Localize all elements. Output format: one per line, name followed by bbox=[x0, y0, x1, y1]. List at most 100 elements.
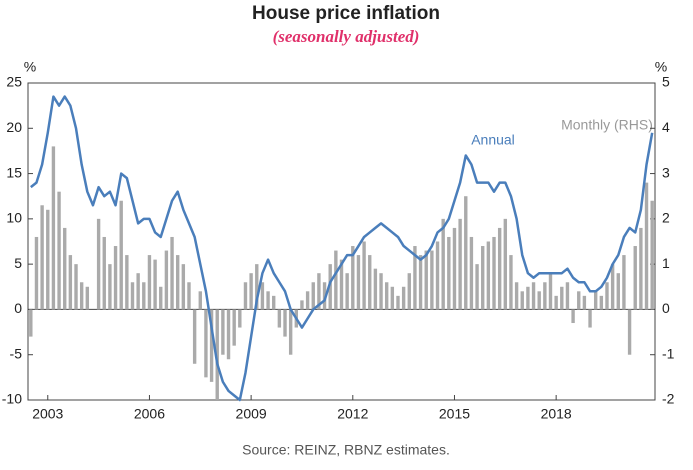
bar bbox=[288, 309, 293, 355]
bar bbox=[520, 291, 524, 310]
bar bbox=[260, 282, 265, 310]
bar bbox=[599, 295, 604, 310]
y2-tick-label: -2 bbox=[662, 391, 675, 407]
bar bbox=[441, 218, 445, 310]
bar bbox=[34, 236, 39, 310]
bar bbox=[79, 282, 84, 310]
bar bbox=[430, 250, 434, 310]
bar bbox=[464, 196, 468, 310]
bar bbox=[492, 236, 496, 310]
bar bbox=[452, 227, 457, 310]
bar bbox=[616, 273, 620, 310]
bar bbox=[300, 300, 304, 310]
bar bbox=[435, 241, 440, 310]
bar bbox=[29, 309, 33, 337]
bar bbox=[243, 282, 248, 310]
bar bbox=[311, 282, 315, 310]
bar bbox=[560, 286, 564, 310]
bar bbox=[226, 309, 231, 360]
bar bbox=[113, 246, 118, 310]
bar bbox=[543, 282, 547, 310]
bar bbox=[249, 273, 253, 310]
bar bbox=[317, 273, 321, 310]
bar bbox=[605, 282, 609, 310]
bar bbox=[266, 291, 270, 310]
bar bbox=[153, 259, 157, 310]
bar bbox=[531, 282, 536, 310]
y2-tick-label: -1 bbox=[662, 345, 675, 361]
bar bbox=[526, 286, 530, 310]
bar bbox=[272, 295, 276, 310]
bar bbox=[51, 146, 56, 310]
bar bbox=[204, 309, 208, 378]
bar bbox=[503, 218, 508, 310]
bar bbox=[458, 218, 462, 310]
y-tick-label: -10 bbox=[2, 391, 22, 407]
y2-tick-label: 5 bbox=[662, 74, 670, 90]
line bbox=[30, 95, 654, 402]
bar bbox=[108, 264, 112, 310]
bar bbox=[486, 241, 491, 310]
bar bbox=[136, 273, 140, 310]
y-tick-label: 25 bbox=[6, 74, 22, 90]
bar bbox=[384, 282, 389, 310]
bar bbox=[238, 309, 242, 328]
bar bbox=[255, 264, 259, 310]
bar bbox=[548, 273, 553, 310]
bar bbox=[514, 282, 519, 310]
y-tick-label: 5 bbox=[14, 255, 22, 271]
x-tick-label: 2012 bbox=[337, 406, 368, 422]
bar bbox=[102, 236, 106, 310]
bar bbox=[582, 295, 587, 310]
bar bbox=[627, 309, 632, 355]
plot-frame bbox=[27, 82, 656, 401]
bar bbox=[175, 255, 180, 310]
y-tick-label: 20 bbox=[6, 119, 22, 135]
bar bbox=[368, 255, 372, 310]
bar bbox=[639, 227, 643, 310]
bar bbox=[537, 291, 541, 310]
bar bbox=[650, 200, 654, 310]
bar bbox=[96, 218, 101, 310]
y-tick-label: 15 bbox=[6, 164, 22, 180]
y-tick-label: 0 bbox=[14, 300, 22, 316]
bar bbox=[373, 268, 378, 310]
bar bbox=[119, 200, 123, 310]
bar bbox=[424, 250, 428, 310]
bar bbox=[571, 309, 575, 324]
bar bbox=[622, 255, 626, 310]
bar bbox=[497, 227, 502, 310]
bar bbox=[130, 282, 135, 310]
bar bbox=[74, 264, 78, 310]
bar bbox=[63, 227, 67, 310]
bar bbox=[379, 273, 383, 310]
bar bbox=[401, 286, 406, 310]
bar bbox=[170, 236, 174, 310]
bar bbox=[209, 309, 214, 382]
bar bbox=[85, 286, 90, 310]
bar bbox=[198, 291, 202, 310]
bar bbox=[328, 264, 332, 310]
y2-tick-label: 3 bbox=[662, 164, 670, 180]
bar bbox=[187, 282, 191, 310]
bar bbox=[593, 291, 598, 310]
bar bbox=[475, 264, 479, 310]
bar bbox=[588, 309, 592, 328]
annotation: Monthly (RHS) bbox=[561, 117, 653, 133]
bar bbox=[57, 191, 61, 310]
bar bbox=[147, 255, 152, 310]
y2-unit: % bbox=[655, 59, 667, 75]
bar bbox=[334, 250, 338, 310]
bar bbox=[221, 309, 225, 355]
bar bbox=[390, 286, 395, 310]
bar bbox=[277, 309, 282, 328]
bar bbox=[447, 236, 451, 310]
bar bbox=[345, 273, 349, 310]
y2-tick-label: 1 bbox=[662, 255, 670, 271]
bar bbox=[283, 309, 287, 337]
source: Source: REINZ, RBNZ estimates. bbox=[242, 442, 450, 458]
x-tick-label: 2018 bbox=[541, 406, 572, 422]
bar bbox=[232, 309, 236, 346]
x-tick-label: 2009 bbox=[236, 406, 267, 422]
bar bbox=[46, 209, 50, 310]
